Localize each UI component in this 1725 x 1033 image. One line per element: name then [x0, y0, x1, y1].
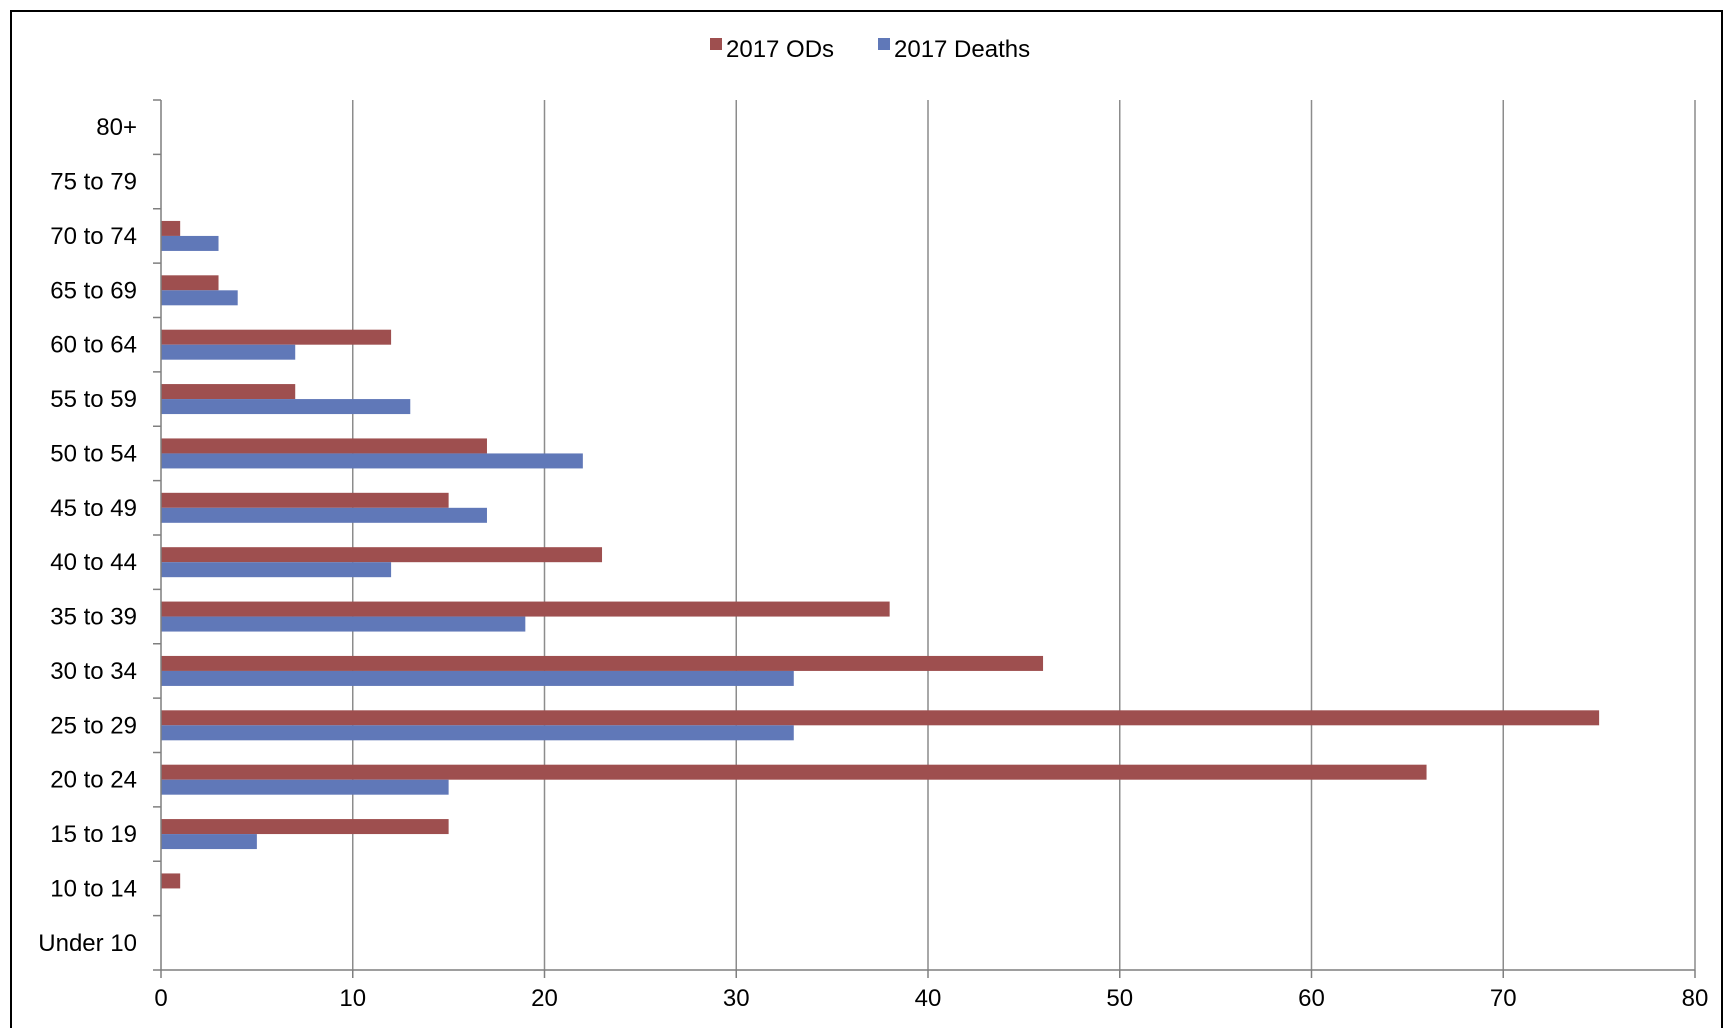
bar-deaths [161, 235, 219, 251]
bar-deaths [161, 834, 257, 850]
x-tick-label: 80 [1682, 985, 1709, 1012]
bar-deaths [161, 562, 392, 578]
legend-swatch [878, 38, 890, 50]
category-label: 60 to 64 [50, 332, 137, 359]
bar-ods [161, 275, 219, 291]
legend-label: 2017 ODs [726, 36, 834, 63]
bar-deaths [161, 670, 794, 686]
x-tick-label: 0 [154, 985, 167, 1012]
category-label: 35 to 39 [50, 604, 137, 631]
bar-ods [161, 873, 181, 889]
bar-ods [161, 819, 449, 835]
x-tick-label: 30 [723, 985, 750, 1012]
legend: 2017 ODs 2017 Deaths [710, 36, 1030, 63]
legend-swatch [710, 38, 722, 50]
category-label: 10 to 14 [50, 875, 137, 902]
x-tick-label: 60 [1298, 985, 1325, 1012]
category-label: 50 to 54 [50, 440, 137, 467]
legend-label: 2017 Deaths [894, 36, 1030, 63]
x-tick-label: 20 [531, 985, 558, 1012]
category-label: 70 to 74 [50, 223, 137, 250]
category-label: 65 to 69 [50, 277, 137, 304]
category-label: 30 to 34 [50, 658, 137, 685]
bar-ods [161, 547, 603, 563]
bar-deaths [161, 616, 526, 632]
bar-ods [161, 438, 487, 454]
bar-deaths [161, 399, 411, 415]
bar-deaths [161, 507, 487, 523]
bar-ods [161, 329, 392, 345]
bar-deaths [161, 344, 296, 360]
bar-ods [161, 710, 1600, 726]
category-label: 15 to 19 [50, 821, 137, 848]
x-tick-label: 70 [1490, 985, 1517, 1012]
bars [161, 220, 1600, 889]
bar-ods [161, 601, 890, 617]
category-label: 45 to 49 [50, 495, 137, 522]
bar-deaths [161, 290, 238, 306]
x-tick-labels: 0 10 20 30 40 50 60 70 80 [154, 985, 1708, 1012]
bar-ods [161, 220, 181, 236]
x-tick-label: 50 [1106, 985, 1133, 1012]
bar-deaths [161, 725, 794, 741]
category-label: Under 10 [38, 930, 137, 957]
bar-deaths [161, 453, 583, 469]
axes [153, 99, 1696, 978]
category-label: 40 to 44 [50, 549, 137, 576]
x-tick-label: 40 [915, 985, 942, 1012]
bar-ods [161, 764, 1427, 780]
category-label: 80+ [96, 114, 137, 141]
category-label: 20 to 24 [50, 767, 137, 794]
gridlines [352, 100, 1696, 970]
x-tick-label: 10 [339, 985, 366, 1012]
y-tick-labels: Under 10 10 to 14 15 to 19 20 to 24 25 to 29… [38, 114, 137, 957]
category-label: 75 to 79 [50, 169, 137, 196]
bar-ods [161, 492, 449, 508]
category-label: 55 to 59 [50, 386, 137, 413]
bar-ods [161, 384, 296, 400]
category-label: 25 to 29 [50, 712, 137, 739]
bar-ods [161, 655, 1044, 671]
bar-deaths [161, 779, 449, 795]
